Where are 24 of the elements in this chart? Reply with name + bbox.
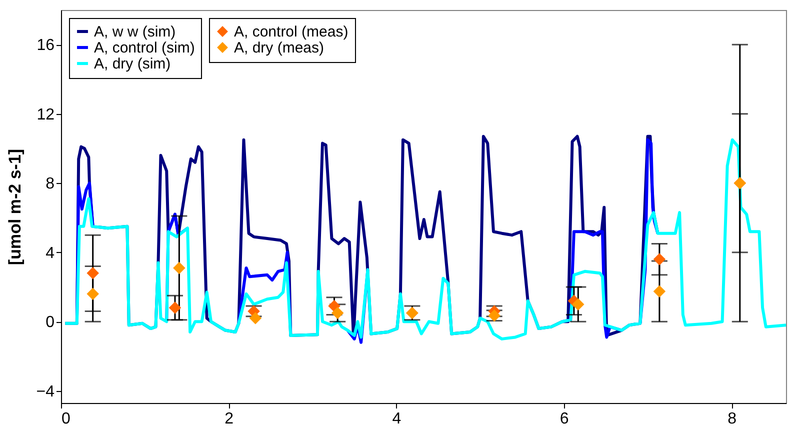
x-tick-label: 6	[560, 410, 569, 428]
y-tick-label: −4	[36, 383, 55, 400]
point	[572, 298, 584, 310]
line-series	[64, 138, 786, 340]
legend-label: A, control (sim)	[94, 40, 195, 56]
y-tick-label: 4	[46, 244, 55, 262]
y-tick-label: 0	[46, 314, 55, 332]
x-tick-label: 2	[224, 410, 234, 428]
point	[653, 285, 666, 298]
y-tick-label: 8	[46, 176, 55, 193]
legend-label: A, dry (sim)	[94, 56, 171, 72]
point	[168, 302, 182, 314]
point	[173, 262, 186, 274]
point	[331, 306, 344, 320]
legend-label: A, w w (sim)	[94, 24, 176, 40]
y-tick-label: 12	[36, 106, 55, 124]
x-tick-label: 0	[62, 410, 70, 428]
y-axis-title: [umol m-2 s-1]	[5, 148, 24, 266]
legend-label: A, dry (meas)	[234, 40, 324, 56]
y-tick-label: 16	[36, 37, 55, 54]
x-tick-label: 4	[392, 410, 402, 428]
x-tick-label: 8	[728, 410, 737, 428]
point	[653, 253, 666, 266]
legend-label: A, control (meas)	[234, 24, 348, 40]
